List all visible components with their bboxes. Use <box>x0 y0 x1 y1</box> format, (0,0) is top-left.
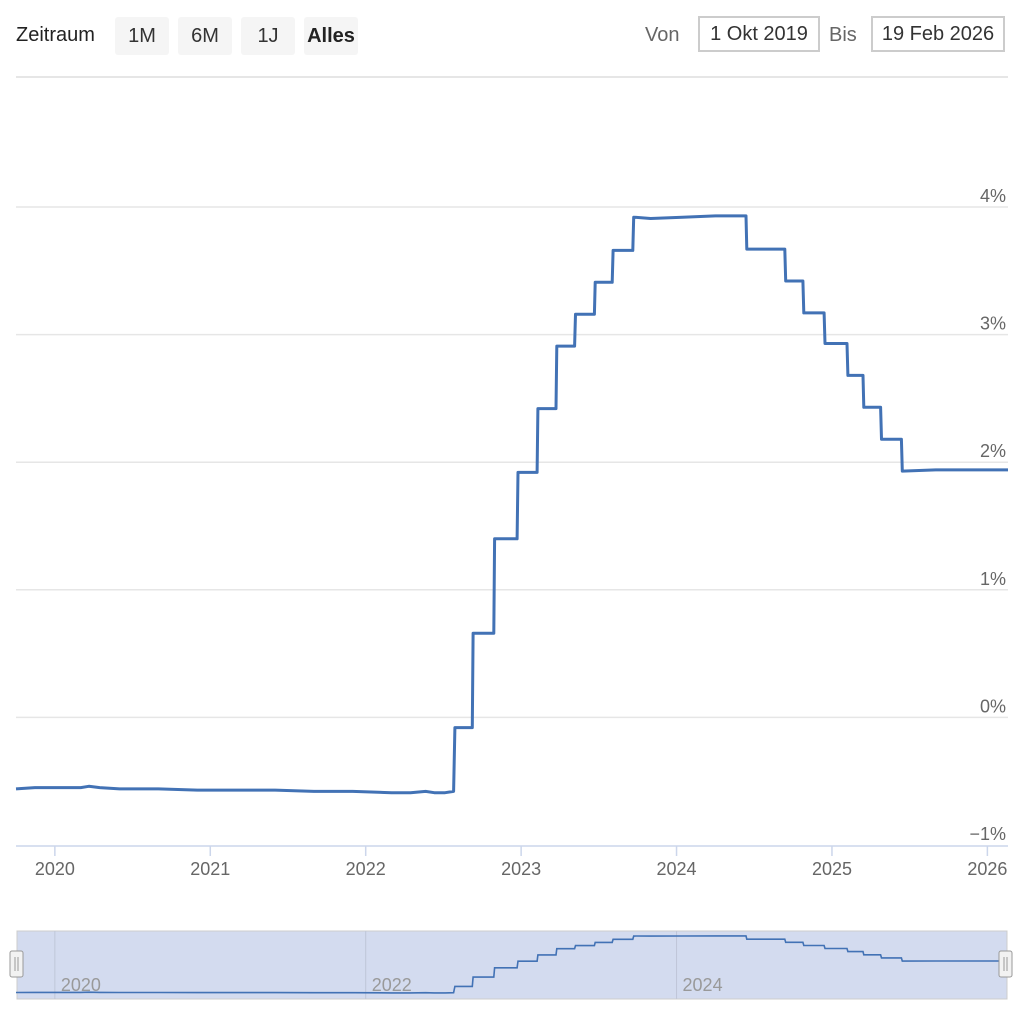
x-tick-label: 2024 <box>657 859 697 879</box>
y-tick-label: −1% <box>969 824 1006 844</box>
from-date-input[interactable]: 1 Okt 2019 <box>698 16 820 52</box>
y-tick-label: 2% <box>980 441 1006 461</box>
range-button-1m[interactable]: 1M <box>115 17 169 55</box>
y-tick-label: 1% <box>980 569 1006 589</box>
series-line <box>15 214 1008 795</box>
y-tick-label: 4% <box>980 186 1006 206</box>
x-tick-label: 2022 <box>346 859 386 879</box>
toolbar: Zeitraum 1M 6M 1J Alles Von 1 Okt 2019 B… <box>0 0 1024 72</box>
navigator-tick-label: 2022 <box>372 975 412 995</box>
navigator-handle-left[interactable] <box>9 950 24 978</box>
x-tick-label: 2023 <box>501 859 541 879</box>
x-tick-label: 2021 <box>190 859 230 879</box>
navigator-tick-label: 2024 <box>683 975 723 995</box>
zoom-label: Zeitraum <box>16 24 95 46</box>
series-layer <box>15 214 1008 795</box>
navigator-series-line <box>15 935 1008 994</box>
range-button-all[interactable]: Alles <box>304 17 358 55</box>
y-axis-labels: −1% 0% 1% 2% 3% 4% <box>969 186 1006 844</box>
y-tick-label: 0% <box>980 696 1006 716</box>
x-tick-label: 2020 <box>35 859 75 879</box>
y-tick-label: 3% <box>980 314 1006 334</box>
from-label: Von <box>645 24 680 46</box>
to-date-input[interactable]: 19 Feb 2026 <box>871 16 1005 52</box>
x-axis: 2020 2021 2022 2023 2024 2025 2026 <box>16 845 1008 879</box>
to-label: Bis <box>829 24 857 46</box>
navigator-handle-right[interactable] <box>998 950 1013 978</box>
x-tick-label: 2025 <box>812 859 852 879</box>
range-button-1j[interactable]: 1J <box>241 17 295 55</box>
grid-lines <box>16 206 1008 719</box>
navigator-tick-label: 2020 <box>61 975 101 995</box>
navigator-mask <box>16 930 1008 1000</box>
x-tick-label: 2026 <box>967 859 1007 879</box>
navigator[interactable]: 2020 2022 2024 <box>9 930 1013 1000</box>
range-button-6m[interactable]: 6M <box>178 17 232 55</box>
